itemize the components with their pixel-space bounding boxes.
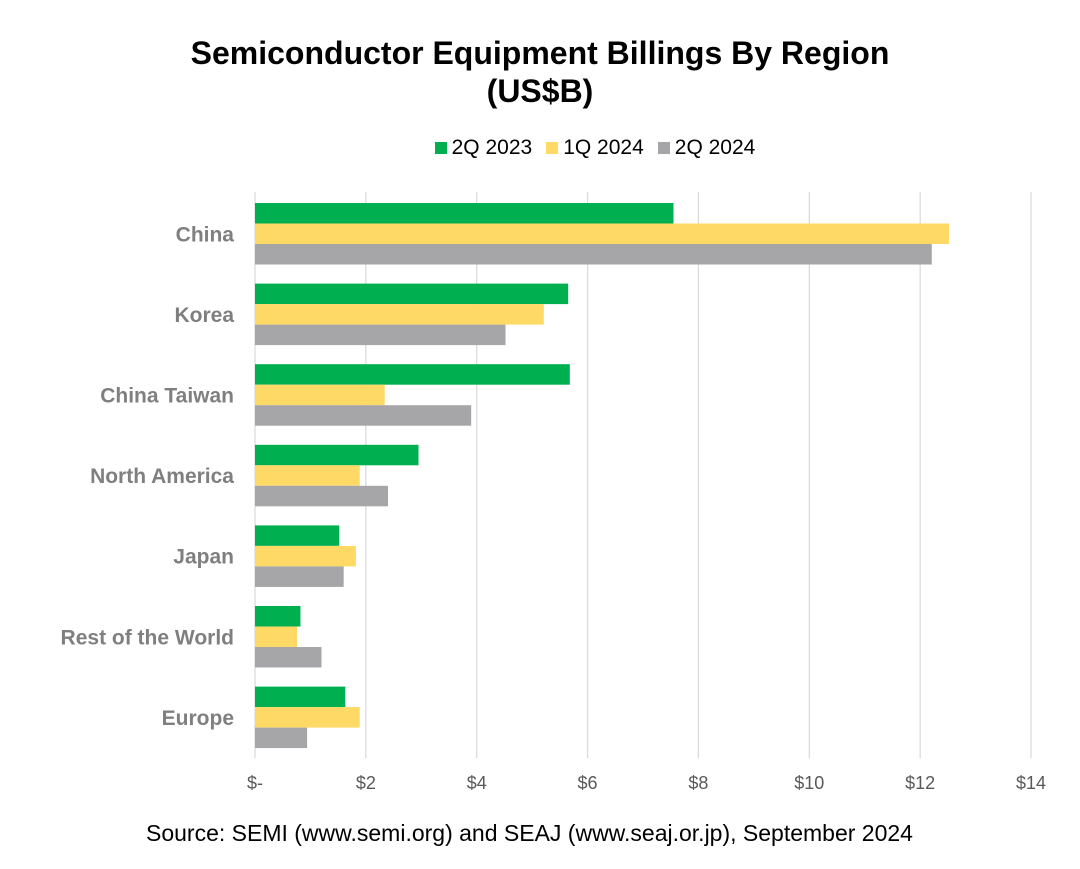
bar-4-series-1	[255, 444, 419, 466]
legend-item-series-1: 2Q 2023	[434, 136, 533, 160]
chart-title: Semiconductor Equipment Billings By Regi…	[0, 34, 1080, 110]
bar-5-series-1	[255, 525, 340, 546]
bar-1-series-3	[255, 244, 932, 265]
bar-4-series-2	[255, 465, 360, 486]
source-note: Source: SEMI (www.semi.org) and SEAJ (ww…	[146, 820, 913, 846]
bar-6-series-3	[255, 647, 322, 668]
bar-6-series-1	[255, 606, 301, 627]
x-tick-label-3: $6	[578, 773, 598, 793]
bar-3-series-2	[255, 384, 385, 406]
x-tick-label-7: $14	[1016, 773, 1046, 793]
bar-6-series-2	[255, 626, 298, 647]
x-tick-label-5: $10	[794, 773, 824, 793]
x-tick-label-4: $8	[688, 773, 708, 793]
x-tick-label-1: $2	[356, 773, 376, 793]
bar-7-series-1	[255, 686, 346, 708]
bar-4-series-3	[255, 485, 389, 507]
category-label-6: Rest of the World	[61, 626, 234, 649]
x-tick-label-0: $-	[247, 773, 263, 793]
legend-item-series-3: 2Q 2024	[657, 136, 756, 160]
legend: 2Q 2023 1Q 2024 2Q 2024	[0, 136, 1080, 160]
legend-label-series-1: 2Q 2023	[451, 136, 533, 159]
bar-5-series-3	[255, 566, 344, 587]
legend-swatch-series-2	[546, 142, 559, 154]
legend-label-series-2: 1Q 2024	[563, 136, 644, 159]
legend-swatch-series-1	[434, 142, 447, 154]
x-tick-label-2: $4	[467, 773, 487, 793]
x-tick-label-6: $12	[905, 773, 935, 793]
category-label-1: China	[176, 223, 235, 246]
category-label-3: China Taiwan	[100, 384, 234, 407]
bar-5-series-2	[255, 545, 356, 567]
bar-7-series-3	[255, 727, 308, 749]
legend-item-series-2: 1Q 2024	[546, 136, 644, 160]
legend-label-series-3: 2Q 2024	[674, 136, 756, 159]
category-label-4: North America	[90, 465, 234, 488]
category-label-5: Japan	[173, 546, 234, 569]
bar-7-series-2	[255, 707, 360, 728]
legend-swatch-series-3	[657, 142, 670, 154]
bar-2-series-1	[255, 283, 569, 305]
chart-subtitle: (US$B)	[486, 73, 594, 109]
chart-title-line: Semiconductor Equipment Billings By Regi…	[190, 35, 890, 71]
category-label-2: Korea	[174, 304, 234, 327]
bar-3-series-1	[255, 364, 570, 385]
bar-1-series-1	[255, 203, 674, 224]
bar-2-series-3	[255, 324, 506, 346]
bar-3-series-3	[255, 405, 472, 426]
category-label-7: Europe	[162, 707, 234, 730]
bar-1-series-2	[255, 223, 949, 244]
bar-2-series-2	[255, 304, 544, 325]
